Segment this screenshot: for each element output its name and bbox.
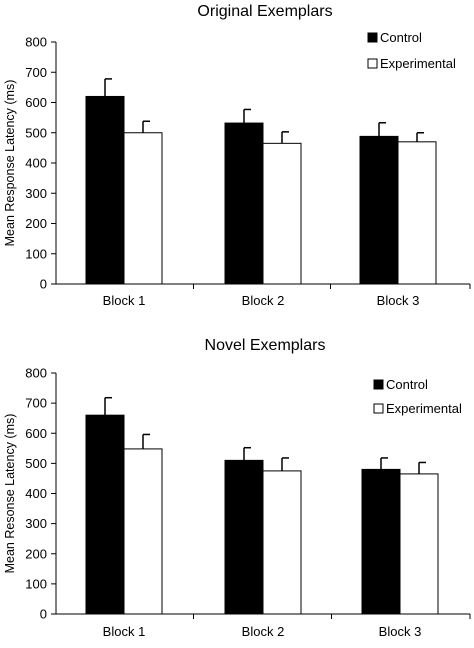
legend-swatch-experimental <box>367 58 378 69</box>
bar-experimental <box>397 141 437 285</box>
bar-experimental <box>123 448 163 615</box>
bar-control <box>85 414 125 615</box>
legend-label-experimental: Experimental <box>380 56 456 71</box>
chart-2: Novel Exemplars Mean Resonse Latency (ms)… <box>3 337 471 639</box>
y-tick-label: 300 <box>25 186 47 201</box>
y-tick-label: 800 <box>25 366 47 381</box>
chart-title: Novel Exemplars <box>205 337 326 354</box>
legend-label-control: Control <box>386 377 428 392</box>
bar-experimental <box>262 470 302 615</box>
y-tick-label: 200 <box>25 216 47 231</box>
y-tick-label: 800 <box>25 35 47 50</box>
legend-label-experimental: Experimental <box>386 401 462 416</box>
y-tick-label: 300 <box>25 516 47 531</box>
legend-label-control: Control <box>380 30 422 45</box>
bar-control <box>224 459 264 615</box>
y-tick-label: 700 <box>25 65 47 80</box>
y-tick-label: 400 <box>25 486 47 501</box>
y-tick-label: 500 <box>25 456 47 471</box>
y-axis-label: Mean Resonse Latency (ms) <box>3 414 17 574</box>
y-tick-label: 100 <box>25 576 47 591</box>
y-tick-label: 0 <box>40 277 47 292</box>
legend-swatch-experimental <box>373 403 384 414</box>
bar-experimental <box>123 132 163 285</box>
chart-1: Original Exemplars Mean Response Latency … <box>3 3 471 308</box>
y-tick-label: 600 <box>25 426 47 441</box>
chart-title: Original Exemplars <box>197 3 332 20</box>
bar-experimental <box>399 473 439 615</box>
x-tick-label: Block 3 <box>377 293 420 308</box>
y-tick-label: 100 <box>25 246 47 261</box>
bar-experimental <box>262 142 302 285</box>
legend-swatch-control <box>373 379 384 390</box>
y-tick-label: 200 <box>25 546 47 561</box>
x-tick-label: Block 3 <box>379 624 422 639</box>
x-tick-label: Block 2 <box>242 293 285 308</box>
bar-control <box>85 95 125 285</box>
y-axis-label: Mean Response Latency (ms) <box>3 80 17 247</box>
bar-control <box>361 468 401 615</box>
bar-control <box>359 135 399 285</box>
x-tick-label: Block 2 <box>242 624 285 639</box>
y-tick-label: 600 <box>25 95 47 110</box>
y-tick-label: 0 <box>40 607 47 622</box>
y-tick-label: 500 <box>25 125 47 140</box>
x-tick-label: Block 1 <box>103 293 146 308</box>
bar-control <box>224 122 264 285</box>
y-tick-label: 700 <box>25 396 47 411</box>
x-tick-label: Block 1 <box>103 624 146 639</box>
y-tick-label: 400 <box>25 156 47 171</box>
legend-swatch-control <box>367 32 378 43</box>
